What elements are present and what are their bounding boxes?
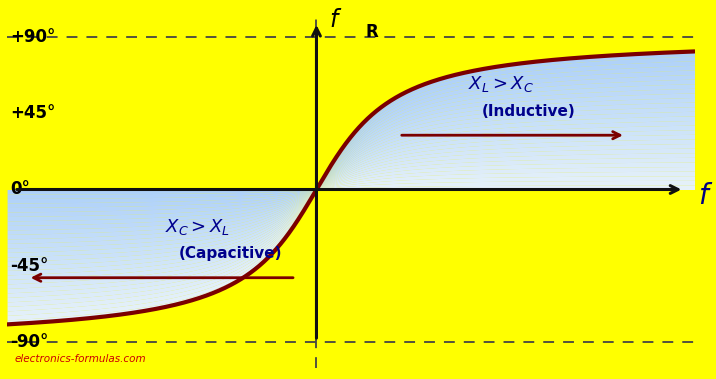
Text: +45°: +45° [11, 104, 56, 122]
Text: electronics-formulas.com: electronics-formulas.com [14, 354, 145, 364]
Text: +90°: +90° [11, 28, 56, 46]
Text: (Capacitive): (Capacitive) [179, 246, 283, 262]
Text: $f$: $f$ [698, 182, 713, 210]
Text: $f$: $f$ [329, 8, 342, 32]
Text: $X_L > X_C$: $X_L > X_C$ [468, 74, 533, 94]
Text: -90°: -90° [11, 333, 49, 351]
Text: $X_C > X_L$: $X_C > X_L$ [165, 217, 231, 237]
Text: (Inductive): (Inductive) [481, 104, 575, 119]
Text: 0°: 0° [11, 180, 31, 199]
Text: R: R [366, 23, 379, 41]
Text: -45°: -45° [11, 257, 49, 275]
